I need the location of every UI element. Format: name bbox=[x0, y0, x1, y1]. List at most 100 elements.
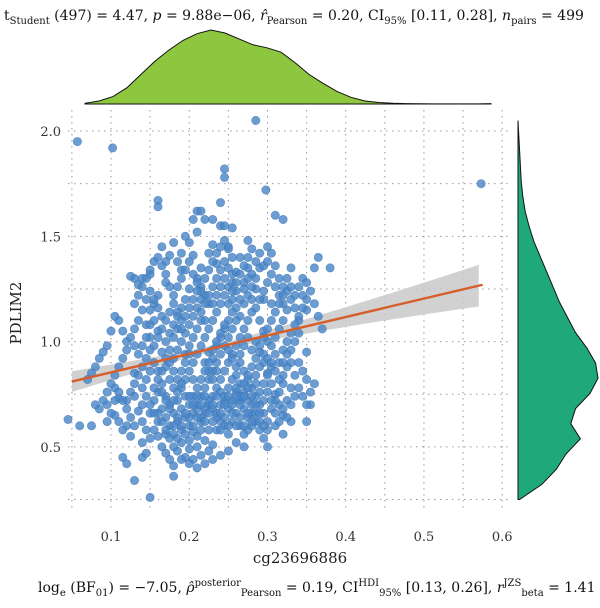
data-point bbox=[133, 370, 143, 380]
data-point bbox=[266, 358, 276, 368]
data-point bbox=[192, 278, 202, 288]
marginal-density-y bbox=[517, 120, 599, 500]
data-point bbox=[98, 395, 108, 405]
caption-part: [0.13, 0.26], bbox=[401, 580, 497, 596]
data-point bbox=[227, 252, 237, 262]
data-point bbox=[192, 442, 202, 452]
data-point bbox=[290, 290, 300, 300]
caption-part: log bbox=[38, 580, 60, 596]
data-point bbox=[176, 248, 186, 258]
data-point bbox=[208, 240, 218, 250]
data-point bbox=[305, 387, 315, 397]
data-point bbox=[106, 326, 116, 336]
data-point bbox=[212, 307, 222, 317]
data-point bbox=[227, 223, 237, 233]
data-point bbox=[165, 307, 175, 317]
data-point bbox=[282, 273, 292, 283]
data-point bbox=[180, 408, 190, 418]
data-point bbox=[141, 374, 151, 384]
data-point bbox=[243, 273, 253, 283]
data-point bbox=[476, 179, 486, 189]
data-point bbox=[255, 341, 265, 351]
data-point bbox=[294, 282, 304, 292]
data-point bbox=[255, 315, 265, 325]
data-point bbox=[309, 379, 319, 389]
data-point bbox=[216, 299, 226, 309]
data-point bbox=[192, 227, 202, 237]
data-point bbox=[106, 379, 116, 389]
caption-part: posterior bbox=[195, 578, 241, 589]
data-point bbox=[192, 324, 202, 334]
data-point bbox=[130, 421, 140, 431]
data-point bbox=[216, 374, 226, 384]
data-point bbox=[309, 299, 319, 309]
caption-part: e bbox=[60, 588, 66, 599]
data-point bbox=[278, 290, 288, 300]
data-point bbox=[220, 290, 230, 300]
data-point bbox=[188, 374, 198, 384]
data-point bbox=[196, 400, 206, 410]
data-point bbox=[180, 265, 190, 275]
data-point bbox=[188, 215, 198, 225]
data-point bbox=[157, 387, 167, 397]
data-point bbox=[165, 433, 175, 443]
data-point bbox=[102, 387, 112, 397]
data-point bbox=[278, 315, 288, 325]
data-point bbox=[200, 273, 210, 283]
data-point bbox=[157, 417, 167, 427]
data-point bbox=[196, 263, 206, 273]
data-point bbox=[227, 286, 237, 296]
data-point bbox=[208, 215, 218, 225]
data-point bbox=[130, 379, 140, 389]
data-point bbox=[184, 238, 194, 248]
data-point bbox=[165, 250, 175, 260]
data-point bbox=[239, 324, 249, 334]
data-point bbox=[247, 294, 257, 304]
data-point bbox=[184, 257, 194, 267]
regression-line-path bbox=[71, 283, 483, 383]
data-point bbox=[118, 353, 128, 363]
statistics-subtitle: tStudent (497) = 4.47, p = 9.88e−06, r̂P… bbox=[4, 8, 584, 27]
data-point bbox=[200, 417, 210, 427]
data-point bbox=[196, 206, 206, 216]
data-point bbox=[176, 421, 186, 431]
data-point bbox=[126, 332, 136, 342]
data-point bbox=[290, 370, 300, 380]
data-point bbox=[290, 391, 300, 401]
data-point bbox=[286, 263, 296, 273]
data-point bbox=[216, 328, 226, 338]
data-point bbox=[313, 252, 323, 262]
data-point bbox=[149, 315, 159, 325]
y-axis-label: PDLIM2 bbox=[7, 282, 25, 345]
data-point bbox=[188, 269, 198, 279]
data-point bbox=[200, 215, 210, 225]
data-point bbox=[169, 332, 179, 342]
data-point bbox=[188, 400, 198, 410]
data-point bbox=[294, 358, 304, 368]
data-point bbox=[223, 446, 233, 456]
data-point bbox=[200, 332, 210, 342]
caption-part: beta bbox=[521, 588, 543, 599]
data-point bbox=[239, 391, 249, 401]
data-point bbox=[216, 265, 226, 275]
data-point bbox=[188, 332, 198, 342]
data-point bbox=[153, 303, 163, 313]
data-point bbox=[176, 454, 186, 464]
data-point bbox=[208, 257, 218, 267]
data-point bbox=[247, 417, 257, 427]
subtitle-part: t bbox=[4, 8, 10, 24]
data-point bbox=[220, 172, 230, 182]
data-point bbox=[298, 366, 308, 376]
data-point bbox=[200, 459, 210, 469]
data-point bbox=[262, 387, 272, 397]
data-point bbox=[200, 366, 210, 376]
data-point bbox=[216, 425, 226, 435]
data-point bbox=[165, 404, 175, 414]
data-point bbox=[122, 459, 132, 469]
data-point bbox=[270, 210, 280, 220]
data-point bbox=[157, 261, 167, 271]
data-point bbox=[220, 273, 230, 283]
data-point bbox=[220, 221, 230, 231]
caption-part: 95% bbox=[379, 588, 401, 599]
data-point bbox=[173, 257, 183, 267]
